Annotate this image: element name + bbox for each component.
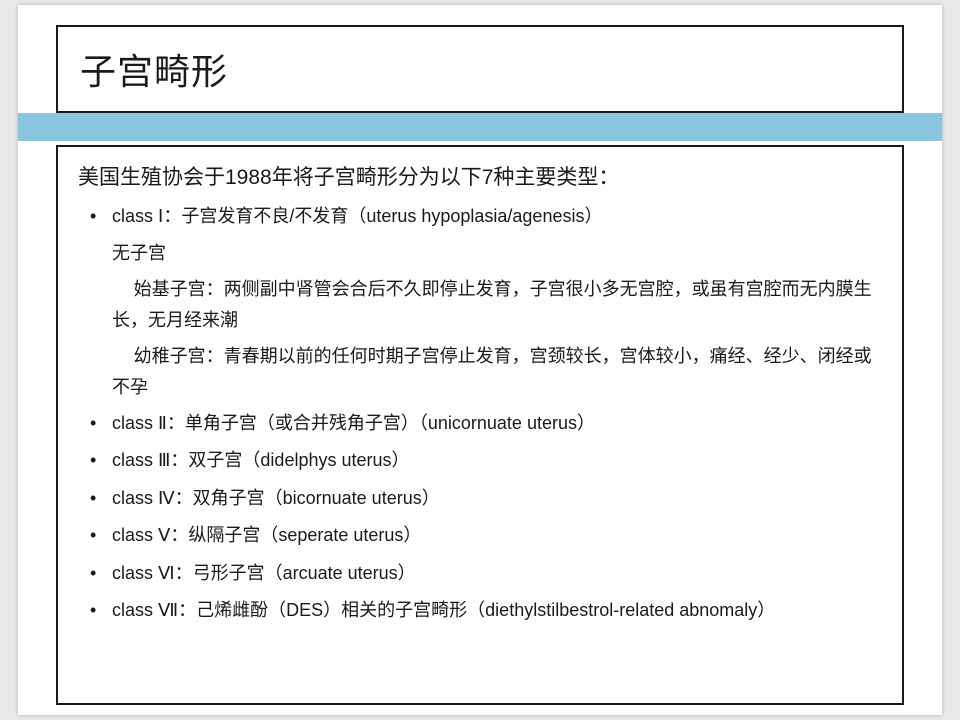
slide-title: 子宫畸形 (80, 43, 228, 95)
list-item: class Ⅰ：子宫发育不良/不发育（uterus hypoplasia/age… (78, 201, 882, 233)
class-1-line: class Ⅰ：子宫发育不良/不发育（uterus hypoplasia/age… (112, 206, 602, 226)
list-item: class Ⅱ：单角子宫（或合并残角子宫）（unicornuate uterus… (78, 408, 882, 440)
title-box: 子宫畸形 (56, 25, 904, 113)
class-4-line: class Ⅳ：双角子宫（bicornuate uterus） (112, 488, 440, 508)
slide: 子宫畸形 美国生殖协会于1988年将子宫畸形分为以下7种主要类型： class … (18, 5, 942, 715)
list-item: class Ⅶ：己烯雌酚（DES）相关的子宫畸形（diethylstilbest… (78, 595, 882, 627)
class-1-sub-2: 始基子宫：两侧副中肾管会合后不久即停止发育，子宫很小多无宫腔，或虽有宫腔而无内膜… (78, 274, 882, 337)
class-3-line: class Ⅲ：双子宫（didelphys uterus） (112, 450, 410, 470)
list-item: class Ⅵ：弓形子宫（arcuate uterus） (78, 558, 882, 590)
class-6-line: class Ⅵ：弓形子宫（arcuate uterus） (112, 563, 416, 583)
class-2-line: class Ⅱ：单角子宫（或合并残角子宫）（unicornuate uterus… (112, 413, 595, 433)
accent-bar (18, 113, 942, 141)
list-item: class Ⅳ：双角子宫（bicornuate uterus） (78, 483, 882, 515)
class-list: class Ⅰ：子宫发育不良/不发育（uterus hypoplasia/age… (78, 201, 882, 233)
class-7-line: class Ⅶ：己烯雌酚（DES）相关的子宫畸形（diethylstilbest… (112, 600, 775, 620)
class-1-sub-3: 幼稚子宫：青春期以前的任何时期子宫停止发育，宫颈较长，宫体较小，痛经、经少、闭经… (78, 341, 882, 404)
list-item: class Ⅴ：纵隔子宫（seperate uterus） (78, 520, 882, 552)
class-5-line: class Ⅴ：纵隔子宫（seperate uterus） (112, 525, 421, 545)
class-1-sub-1: 无子宫 (78, 238, 882, 270)
list-item: class Ⅲ：双子宫（didelphys uterus） (78, 445, 882, 477)
intro-text: 美国生殖协会于1988年将子宫畸形分为以下7种主要类型： (78, 161, 882, 195)
class-list-cont: class Ⅱ：单角子宫（或合并残角子宫）（unicornuate uterus… (78, 408, 882, 627)
body-box: 美国生殖协会于1988年将子宫畸形分为以下7种主要类型： class Ⅰ：子宫发… (56, 145, 904, 705)
